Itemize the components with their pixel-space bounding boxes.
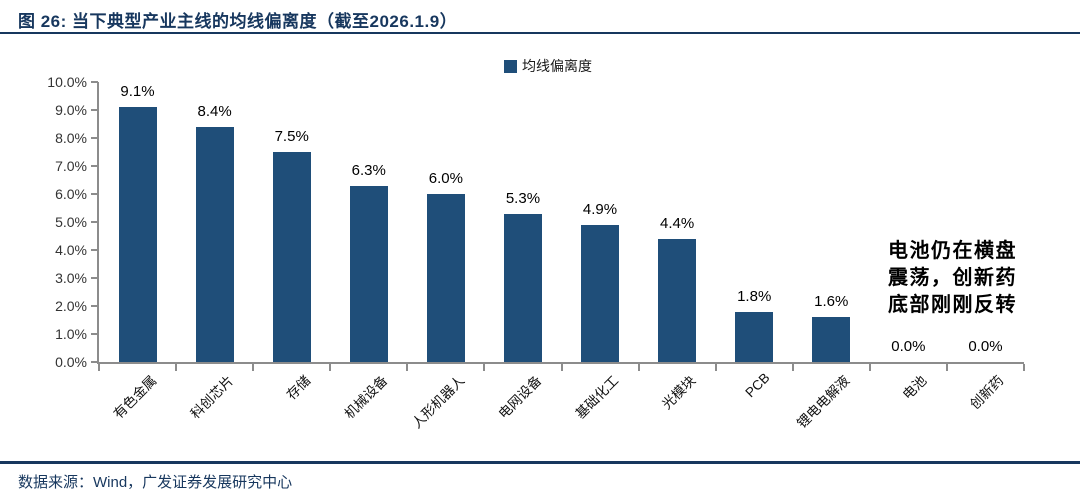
y-axis-tick bbox=[91, 81, 98, 83]
y-axis-label: 7.0% bbox=[55, 158, 87, 174]
title-divider bbox=[0, 32, 1080, 34]
bar bbox=[658, 238, 697, 362]
y-axis-tick bbox=[91, 305, 98, 307]
bar-value-label: 4.9% bbox=[582, 200, 618, 218]
x-axis-tick bbox=[98, 364, 100, 371]
bar bbox=[812, 317, 851, 362]
bar bbox=[581, 224, 620, 362]
legend: 均线偏离度 bbox=[0, 56, 1080, 76]
y-axis-tick bbox=[91, 137, 98, 139]
bar-value-label: 6.0% bbox=[428, 170, 463, 187]
bar-value-label: 8.4% bbox=[197, 102, 232, 120]
y-axis-label: 6.0% bbox=[55, 186, 87, 202]
bar bbox=[503, 213, 542, 362]
y-axis-tick bbox=[91, 109, 98, 111]
bar-value-label: 0.0% bbox=[968, 338, 1003, 355]
bar-value-label: 5.3% bbox=[505, 189, 541, 207]
y-axis-label: 10.0% bbox=[47, 74, 87, 90]
annotation: 电池仍在横盘 震荡，创新药 底部刚刚反转 bbox=[888, 240, 1017, 316]
bar-value-label: 6.3% bbox=[351, 161, 386, 179]
y-axis-tick bbox=[91, 361, 98, 363]
data-source: 数据来源：Wind，广发证券发展研究中心 bbox=[18, 474, 293, 491]
bar-value-label: 9.1% bbox=[120, 83, 155, 101]
x-axis-tick bbox=[329, 364, 332, 371]
bar-value-label: 1.6% bbox=[814, 293, 849, 311]
plot-area: 9.1% 有色金属 8.4% 科创芯片 7.5% 存储 6.3% 机械设备 6.0% 人形机器人 5… bbox=[97, 82, 1025, 431]
x-axis-tick bbox=[175, 364, 178, 371]
x-axis-tick bbox=[945, 364, 948, 371]
y-axis-label: 0.0% bbox=[55, 354, 87, 370]
x-axis-tick bbox=[637, 364, 640, 371]
bar-value-label: 4.4% bbox=[660, 214, 695, 232]
y-axis-label: 1.0% bbox=[55, 326, 87, 342]
bar-value-label: 1.8% bbox=[737, 287, 772, 305]
bar bbox=[735, 311, 774, 362]
bar bbox=[349, 185, 388, 362]
x-axis-tick bbox=[1023, 364, 1025, 371]
y-axis-tick bbox=[91, 249, 98, 251]
y-axis-label: 4.0% bbox=[55, 242, 87, 258]
bar-value-label: 0.0% bbox=[891, 338, 926, 355]
bar bbox=[272, 152, 311, 362]
y-axis-tick bbox=[91, 333, 98, 335]
x-axis-tick bbox=[868, 364, 871, 371]
x-axis-tick bbox=[483, 364, 486, 371]
y-axis-label: 9.0% bbox=[55, 102, 87, 118]
bar bbox=[195, 126, 234, 362]
figure-title: 图 26: 当下典型产业主线的均线偏离度（截至2026.1.9） bbox=[18, 12, 458, 31]
bar bbox=[118, 107, 157, 362]
legend-swatch-icon bbox=[504, 59, 517, 73]
x-axis-tick bbox=[560, 364, 563, 371]
y-axis-label: 2.0% bbox=[55, 298, 87, 314]
y-axis-tick bbox=[91, 221, 98, 223]
bar-value-label: 7.5% bbox=[274, 128, 309, 145]
y-axis-tick bbox=[91, 277, 98, 279]
bar bbox=[426, 194, 465, 362]
x-axis-tick bbox=[406, 364, 409, 371]
x-axis-tick bbox=[252, 364, 255, 371]
legend-label: 均线偏离度 bbox=[522, 58, 592, 74]
y-axis-label: 3.0% bbox=[55, 270, 87, 286]
footer-divider bbox=[0, 461, 1080, 464]
y-axis-label: 5.0% bbox=[55, 214, 87, 230]
x-axis-tick bbox=[714, 364, 717, 371]
y-axis-label: 8.0% bbox=[55, 130, 87, 146]
y-axis-tick bbox=[91, 193, 98, 195]
x-axis-tick bbox=[791, 364, 794, 371]
y-axis-tick bbox=[91, 165, 98, 167]
